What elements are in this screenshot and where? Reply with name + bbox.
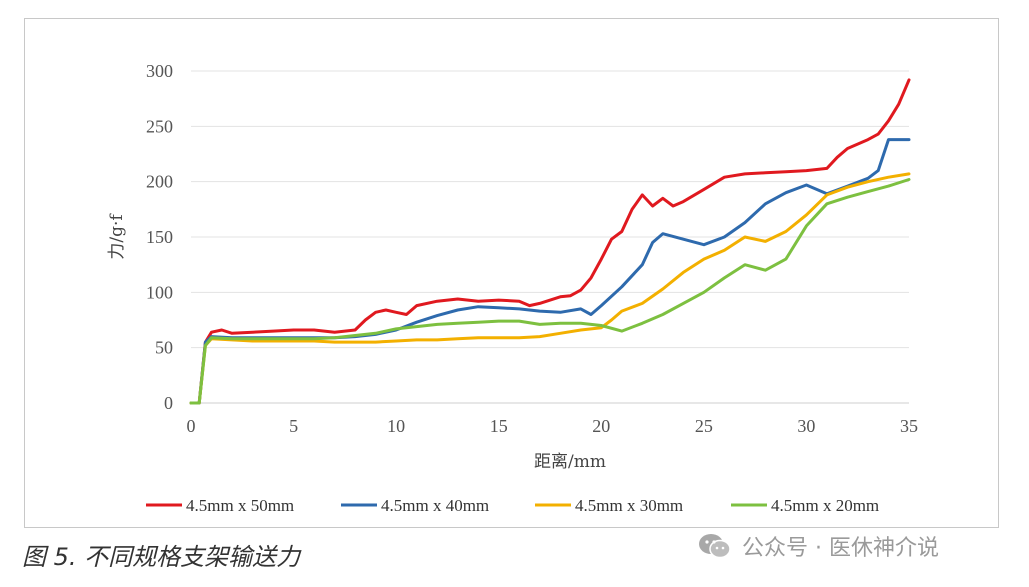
legend-label-2: 4.5mm x 40mm	[381, 496, 489, 515]
y-axis-ticks: 0 50 100 150 200 250 300	[146, 61, 173, 413]
watermark: 公众号 · 医休神介说	[698, 530, 939, 562]
series-line-1	[189, 78, 911, 405]
x-tick-label: 0	[187, 416, 196, 436]
chart-frame	[24, 18, 999, 528]
legend-label-4: 4.5mm x 20mm	[771, 496, 879, 515]
x-tick-label: 10	[387, 416, 405, 436]
series-line-3	[189, 172, 911, 405]
series-line-2	[189, 138, 911, 405]
x-axis-title: 距离/mm	[534, 452, 606, 472]
x-tick-label: 25	[695, 416, 713, 436]
y-axis-title: 力/g·f	[107, 213, 127, 260]
y-tick-label: 300	[146, 61, 173, 81]
y-tick-label: 150	[146, 227, 173, 247]
legend: 4.5mm x 50mm 4.5mm x 40mm 4.5mm x 30mm 4.5m…	[146, 496, 879, 515]
y-tick-label: 0	[164, 393, 173, 413]
legend-label-1: 4.5mm x 50mm	[186, 496, 294, 515]
y-tick-label: 50	[155, 338, 173, 358]
series-lines	[189, 78, 911, 405]
x-tick-label: 20	[592, 416, 610, 436]
series-line-4	[189, 178, 911, 405]
x-tick-label: 5	[289, 416, 298, 436]
watermark-text: 公众号 · 医休神介说	[742, 536, 939, 561]
x-tick-label: 35	[900, 416, 918, 436]
figure-caption: 图 5. 不同规格支架输送力	[22, 543, 301, 571]
legend-label-3: 4.5mm x 30mm	[575, 496, 683, 515]
y-tick-label: 100	[146, 282, 173, 302]
x-tick-label: 15	[490, 416, 508, 436]
wechat-icon	[699, 534, 731, 559]
y-tick-label: 200	[146, 172, 173, 192]
gridlines	[191, 70, 909, 349]
x-axis-ticks: 0 5 10 15 20 25 30 35	[187, 416, 919, 436]
x-tick-label: 30	[797, 416, 815, 436]
y-tick-label: 250	[146, 116, 173, 136]
